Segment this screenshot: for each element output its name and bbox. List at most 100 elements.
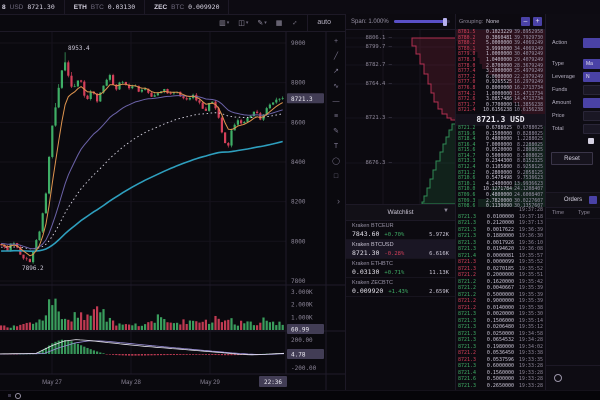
- list-icon[interactable]: ≡: [333, 112, 339, 120]
- bid-row[interactable]: 8721.2 0.6788025 0.6788025: [456, 125, 545, 132]
- ask-row[interactable]: 8778.9 1.0400000 29.4079249: [456, 57, 545, 64]
- order-entry-row: Total: [546, 124, 600, 136]
- bid-row[interactable]: 8708.6 0.1130000 30.1357607: [456, 204, 545, 207]
- collapse-chart-handle[interactable]: ›: [337, 196, 340, 206]
- ticker-item[interactable]: ZEC BTC 0.009920: [145, 0, 230, 14]
- filter-icon[interactable]: ▼: [443, 208, 449, 214]
- trendline-icon[interactable]: ╱: [333, 53, 339, 60]
- ask-row[interactable]: 8771.7 0.7700000 11.3856238: [456, 102, 545, 109]
- svg-text:60.99: 60.99: [291, 327, 309, 334]
- ask-row[interactable]: 8776.8 0.8000000 16.2713734: [456, 85, 545, 92]
- watchlist-row[interactable]: Kraken BTCEUR 7843.60 +0.70% 5.972K: [346, 221, 455, 240]
- watchlist-row[interactable]: Kraken BTCUSD 8721.30 -0.28% 6.616K: [346, 240, 455, 259]
- arrow-tool-icon[interactable]: ↗: [333, 68, 339, 75]
- brush-icon[interactable]: ✎: [333, 128, 339, 135]
- total-input[interactable]: [583, 124, 600, 134]
- rectangle-tool-icon[interactable]: □: [333, 172, 339, 180]
- ask-row[interactable]: 8781.5 0.1023229 39.8952958: [456, 30, 545, 36]
- orders-tab-label: Orders: [563, 197, 583, 203]
- ask-row[interactable]: 8780.2 0.3860481 39.7929730: [456, 35, 545, 42]
- action-button[interactable]: [583, 38, 600, 48]
- ask-row[interactable]: 8774.1 1.0000000 15.4713734: [456, 91, 545, 98]
- wave-tool-icon[interactable]: ∿: [333, 83, 339, 90]
- orderbook-panel: Grouping: None – + 8781.5 0.1023229 39.895…: [455, 14, 545, 207]
- bid-row[interactable]: 8710.1 4.2400000 13.9936623: [456, 181, 545, 188]
- grouping-increase-button[interactable]: +: [533, 17, 542, 26]
- status-settings-gear-icon[interactable]: [15, 392, 21, 399]
- bid-row[interactable]: 8719.6 0.1500000 0.8288025: [456, 131, 545, 138]
- bid-row[interactable]: 8711.2 0.2800000 9.2058125: [456, 170, 545, 177]
- price-input[interactable]: [583, 111, 600, 121]
- trade-row: 8721.3 0.0250000 19:34:58: [458, 330, 543, 337]
- layout-icon[interactable]: ◫ ▾: [238, 19, 249, 27]
- trade-row: 8721.3 0.6000000 19:33:28: [458, 363, 543, 369]
- ask-row[interactable]: 8777.4 3.2000000 25.4979249: [456, 69, 545, 75]
- chart-type-candles-icon[interactable]: ▥ ▾: [219, 19, 230, 27]
- orders-action-button[interactable]: [589, 196, 597, 204]
- leverage-button[interactable]: N: [583, 72, 600, 82]
- svg-text:2.000K: 2.000K: [291, 302, 313, 309]
- bid-row[interactable]: 8718.4 0.4800000 1.2288025: [456, 137, 545, 143]
- trade-row: 8721.3 0.1880000 19:36:30: [458, 233, 543, 239]
- ask-row[interactable]: 8772.6 3.0857486 14.4713734: [456, 97, 545, 103]
- depth-price-label: 8721.3: [350, 115, 392, 121]
- funds-input[interactable]: [583, 85, 600, 95]
- bid-row[interactable]: 8709.6 0.4800000 24.6008407: [456, 193, 545, 199]
- bid-row[interactable]: 8716.4 7.0000000 8.2288025: [456, 142, 545, 149]
- bid-row[interactable]: 8713.3 0.2344300 8.8152325: [456, 159, 545, 166]
- ask-row[interactable]: 8778.0 2.8700000 28.3679249: [456, 63, 545, 70]
- reset-button[interactable]: Reset: [551, 152, 593, 165]
- bid-row[interactable]: 8715.6 0.0520000 8.2808025: [456, 148, 545, 154]
- fullscreen-icon[interactable]: ↔: [289, 17, 300, 28]
- watchlist-row[interactable]: Kraken ZECBTC 0.009920 +1.43% 2.659K: [346, 278, 455, 297]
- bid-row[interactable]: 8714.7 0.5000000 8.5808025: [456, 153, 545, 160]
- ask-row[interactable]: 8777.2 6.0000000 22.2979249: [456, 74, 545, 81]
- settings-gear-icon[interactable]: [554, 374, 562, 382]
- grouping-decrease-button[interactable]: –: [521, 17, 530, 26]
- bid-row[interactable]: 8710.6 0.5478498 9.7536623: [456, 176, 545, 182]
- depth-price-label: 8799.7: [350, 44, 392, 50]
- add-icon[interactable]: +: [333, 37, 339, 45]
- order-entry-row: Type Ma: [546, 59, 600, 71]
- amount-button[interactable]: [583, 98, 600, 108]
- svg-text:200.00: 200.00: [291, 337, 313, 344]
- depth-panel: Span: 1.000% 8806.1 8799.7 8782.7 8764.4 872…: [345, 14, 455, 205]
- depth-header: Span: 1.000%: [346, 14, 455, 30]
- trade-row: 8721.2 0.2000000 19:35:51: [458, 272, 543, 278]
- bid-row[interactable]: 8712.4 0.1105800 8.9258125: [456, 165, 545, 171]
- ask-row[interactable]: 8780.1 3.9990000 34.4069249: [456, 46, 545, 53]
- ellipse-tool-icon[interactable]: ◯: [332, 158, 340, 165]
- trade-row: 8721.3 0.0100000 19:37:18: [458, 213, 543, 220]
- watchlist-row[interactable]: Kraken ETHBTC 0.03130 +0.71% 11.13K: [346, 259, 455, 278]
- span-slider[interactable]: [393, 17, 450, 26]
- type-button[interactable]: Ma: [583, 59, 600, 69]
- field-label-action: Action: [552, 40, 568, 46]
- trade-row: 8721.2 0.0140000 19:35:38: [458, 304, 543, 311]
- order-option-checkbox[interactable]: [588, 138, 594, 144]
- svg-text:8600: 8600: [291, 119, 306, 126]
- watchlist-panel: Watchlist ▼ Kraken BTCEUR 7843.60 +0.70% 5.…: [345, 205, 455, 390]
- ask-row[interactable]: 8780.2 5.0000000 39.4069249: [456, 41, 545, 47]
- ticker-item[interactable]: 8 USD 8721.30: [0, 0, 65, 14]
- draw-tools-icon[interactable]: ✎ ▾: [257, 19, 267, 27]
- indicators-icon[interactable]: ▦: [275, 19, 283, 27]
- trade-row: 8721.3 0.2650000 19:33:28: [458, 382, 543, 389]
- span-label: Span: 1.000%: [351, 18, 389, 25]
- bid-row[interactable]: 8710.0 10.1271784 24.1208407: [456, 187, 545, 194]
- order-entry-row: Price: [546, 111, 600, 123]
- svg-text:3.000K: 3.000K: [291, 289, 313, 296]
- tab-orders[interactable]: Orders: [546, 193, 600, 208]
- auto-scale-toggle[interactable]: auto: [307, 13, 331, 32]
- ask-row[interactable]: 8777.0 0.9265525 16.2979249: [456, 80, 545, 86]
- horizontal-line-icon[interactable]: —: [332, 97, 340, 105]
- grouping-value: None: [486, 18, 500, 25]
- ticker-item[interactable]: ETH BTC 0.03130: [65, 0, 146, 14]
- span-slider-thumb[interactable]: [443, 17, 448, 26]
- ask-row[interactable]: 8721.4 10.6156238 10.6156238: [456, 108, 545, 114]
- candlestick-chart[interactable]: 9000 8800 8600 8400 8200 8000 7800 3.000K 2.000K…: [0, 32, 345, 390]
- text-tool-icon[interactable]: T: [333, 142, 339, 150]
- svg-text:22:36: 22:36: [264, 379, 282, 386]
- ask-row[interactable]: 8779.0 1.0000000 30.4079249: [456, 52, 545, 58]
- bid-row[interactable]: 8709.3 2.7820000 30.0227607: [456, 198, 545, 205]
